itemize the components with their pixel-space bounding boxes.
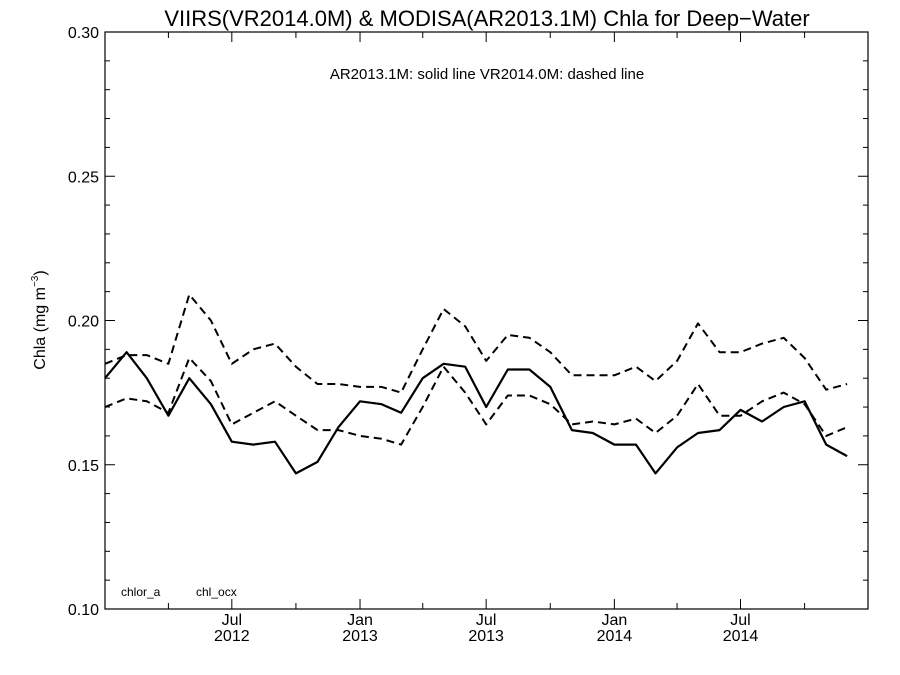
x-tick-month-label: Jul bbox=[222, 612, 242, 629]
legend-label-chlor-a: chlor_a bbox=[121, 585, 161, 599]
x-tick-year-label: 2014 bbox=[723, 628, 759, 645]
x-tick-year-label: 2013 bbox=[342, 628, 378, 645]
series-line-dashed-2 bbox=[104, 357, 848, 446]
legend-label-chl-ocx: chl_ocx bbox=[196, 585, 237, 599]
line-style-annotation: AR2013.1M: solid line VR2014.0M: dashed … bbox=[330, 66, 644, 83]
plot-frame bbox=[104, 31, 869, 610]
y-axis-label-close: ) bbox=[32, 270, 49, 275]
y-tick-label: 0.25 bbox=[68, 169, 99, 186]
x-tick-year-label: 2013 bbox=[468, 628, 504, 645]
x-tick-year-label: 2014 bbox=[597, 628, 633, 645]
x-tick-month-label: Jan bbox=[601, 612, 627, 629]
y-tick-label: 0.15 bbox=[68, 458, 99, 475]
y-axis-label-text: Chla (mg m bbox=[32, 287, 49, 370]
y-tick-label: 0.10 bbox=[68, 602, 99, 619]
x-tick-month-label: Jan bbox=[347, 612, 373, 629]
series-layer bbox=[104, 293, 848, 475]
y-axis: 0.10 0.15 0.20 0.25 0.30 bbox=[68, 25, 868, 619]
x-tick-month-label: Jul bbox=[476, 612, 496, 629]
y-tick-label: 0.20 bbox=[68, 314, 99, 331]
series-line-solid-0 bbox=[104, 351, 848, 475]
y-axis-label: Chla (mg m−3) bbox=[30, 270, 49, 369]
y-tick-label: 0.30 bbox=[68, 25, 99, 42]
series-line-dashed-1 bbox=[104, 293, 848, 394]
y-axis-label-unit-exponent: −3 bbox=[30, 275, 41, 287]
chart-title: VIIRS(VR2014.0M) & MODISA(AR2013.1M) Chl… bbox=[164, 6, 809, 31]
x-tick-year-label: 2012 bbox=[214, 628, 250, 645]
x-tick-month-label: Jul bbox=[730, 612, 750, 629]
